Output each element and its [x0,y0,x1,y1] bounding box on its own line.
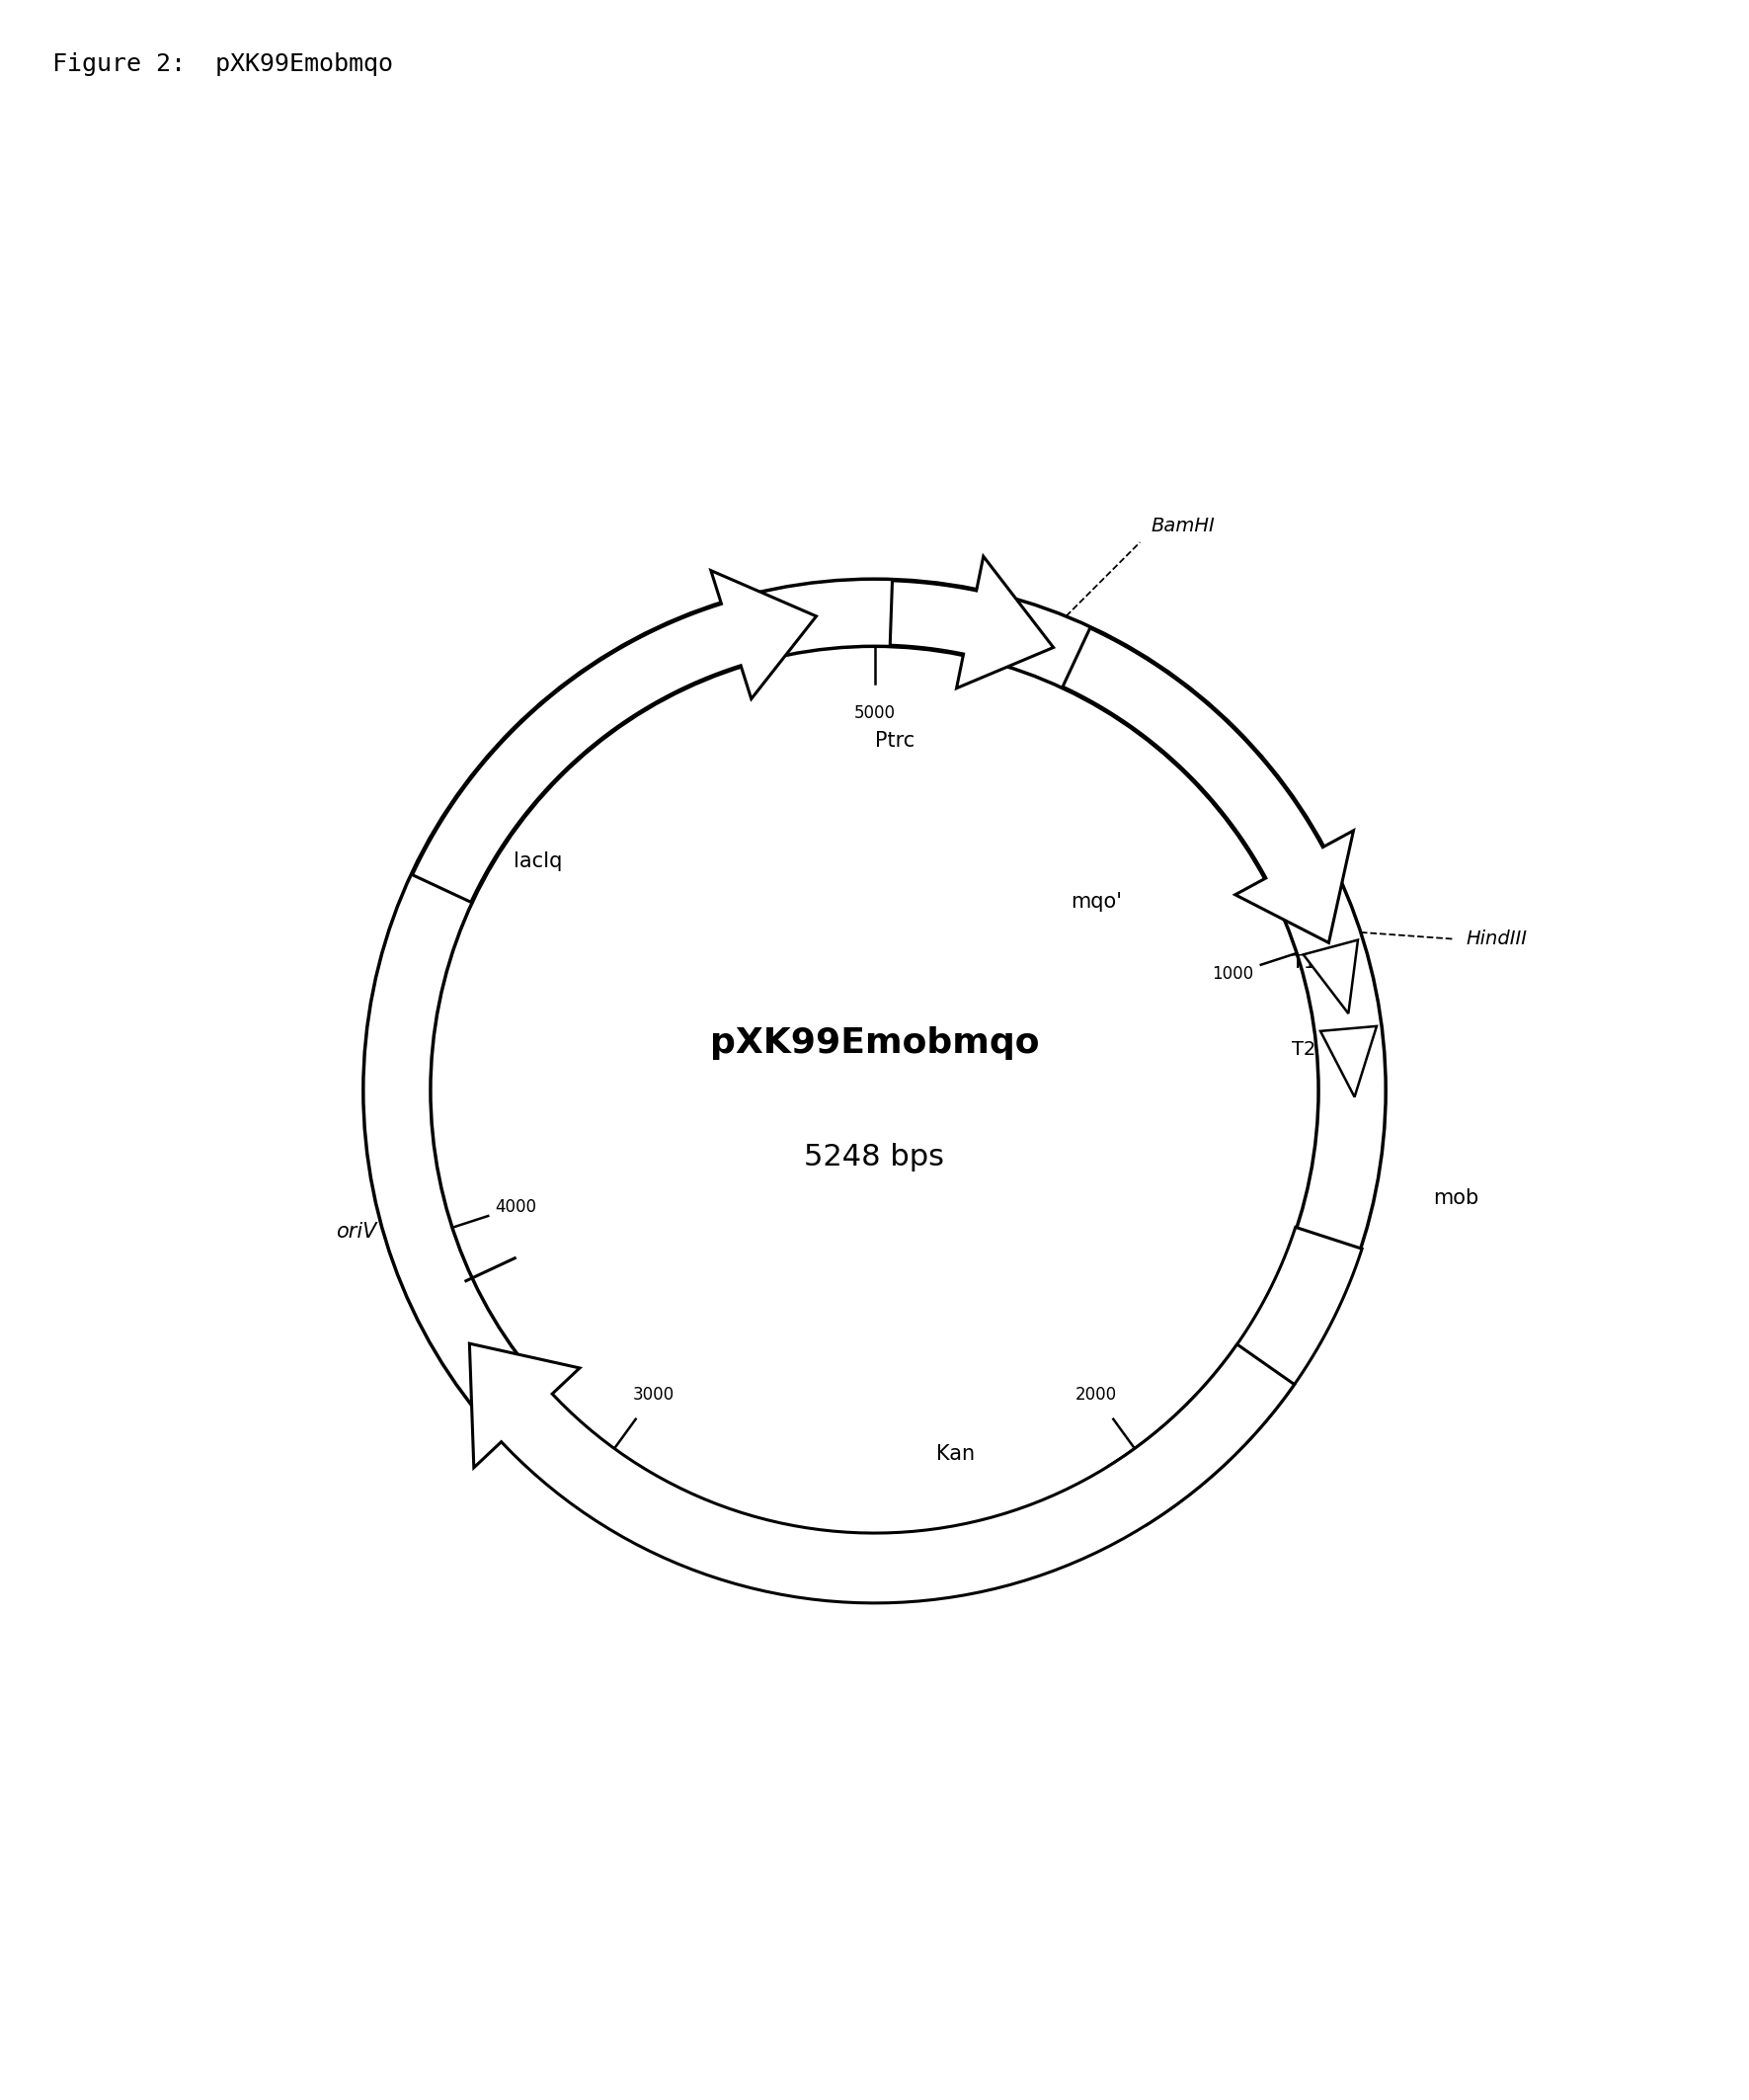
Polygon shape [1320,1027,1376,1096]
Text: mob: mob [1432,1189,1478,1207]
Polygon shape [1063,628,1354,943]
Text: mqo': mqo' [1070,892,1123,911]
Polygon shape [1303,941,1357,1014]
Polygon shape [469,1344,1294,1602]
Text: Kan: Kan [936,1445,974,1464]
Text: HindIII: HindIII [1466,930,1527,949]
Text: 1000: 1000 [1212,966,1254,983]
Polygon shape [1109,1226,1362,1525]
Text: lacIq: lacIq [514,853,563,872]
Text: 4000: 4000 [495,1197,537,1216]
Polygon shape [413,571,817,903]
Text: oriV: oriV [336,1222,378,1241]
Text: Figure 2:  pXK99Emobmqo: Figure 2: pXK99Emobmqo [52,53,394,76]
Text: 5000: 5000 [854,706,895,722]
Text: T1: T1 [1291,953,1315,972]
Text: T2: T2 [1291,1042,1315,1058]
Text: Ptrc: Ptrc [874,731,915,750]
Text: 5248 bps: 5248 bps [805,1142,944,1172]
Text: pXK99Emobmqo: pXK99Emobmqo [710,1027,1039,1061]
Text: 3000: 3000 [633,1386,673,1405]
Polygon shape [890,556,1053,689]
Text: 2000: 2000 [1076,1386,1116,1405]
Text: BamHI: BamHI [1151,517,1216,536]
